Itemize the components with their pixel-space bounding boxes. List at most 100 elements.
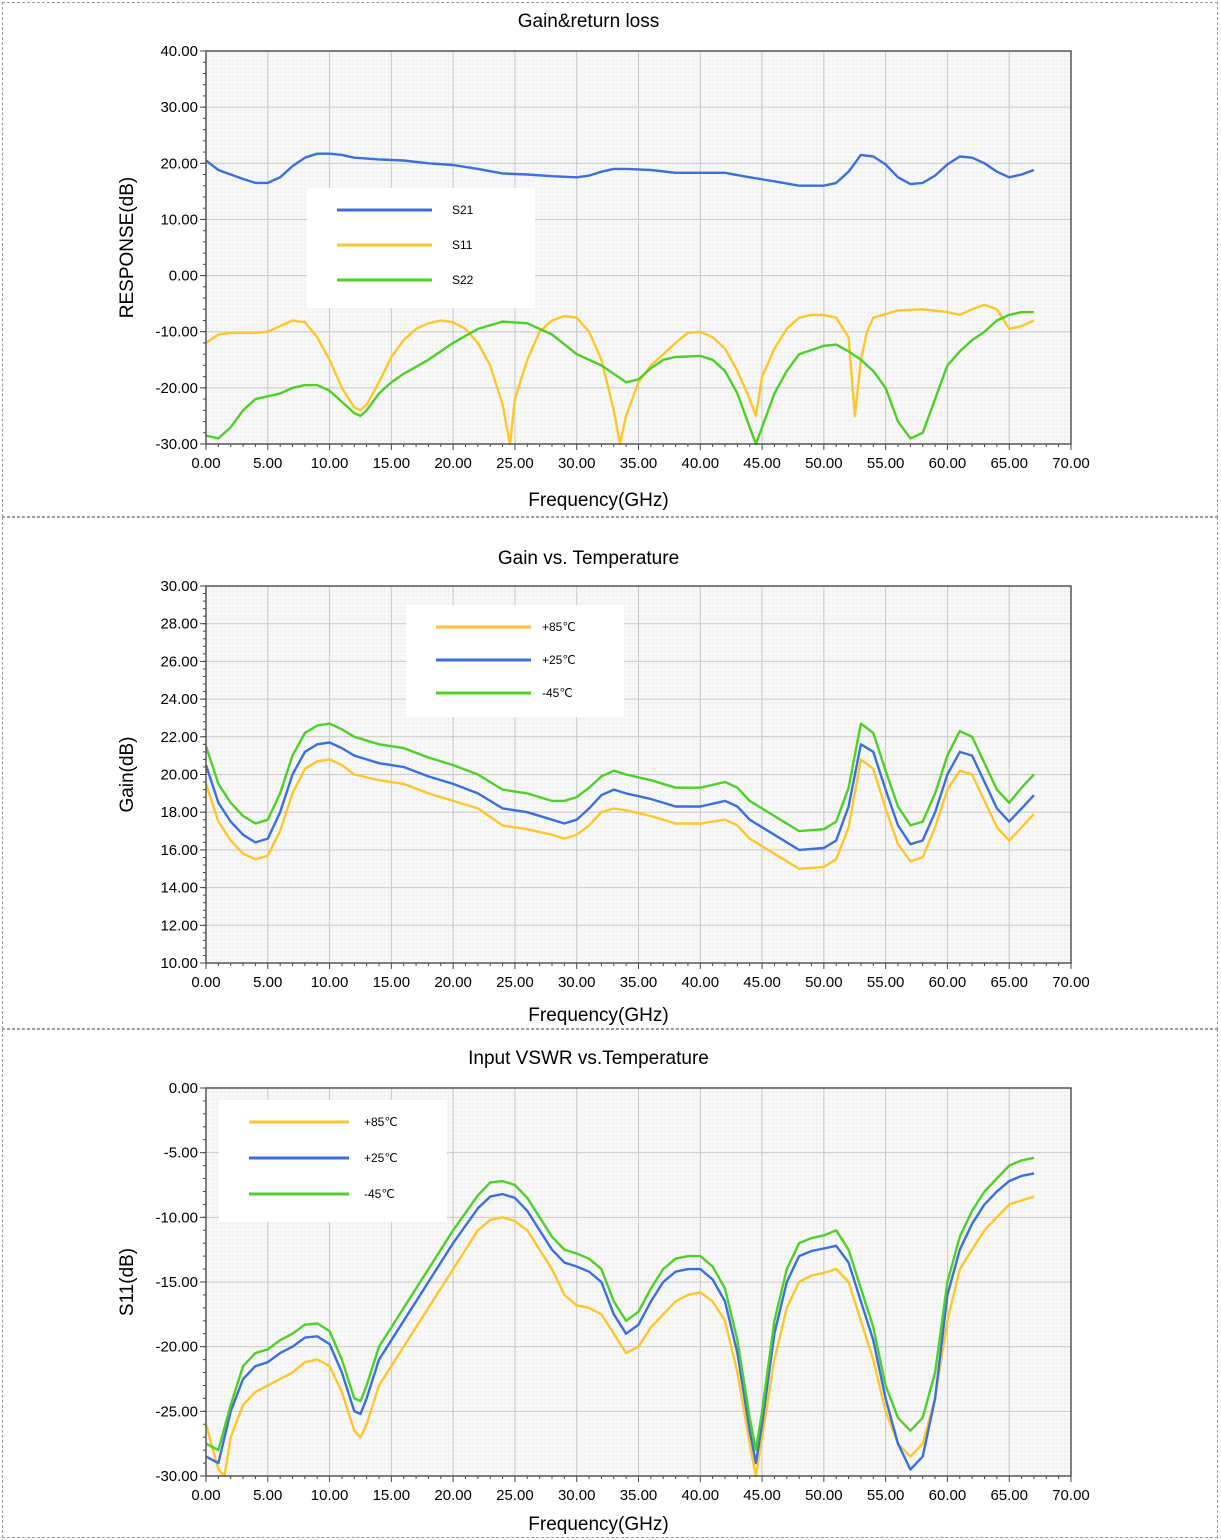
legend: +85℃ +25℃ -45℃ (406, 605, 624, 717)
x-tick-label: 50.00 (805, 455, 843, 472)
series-line-2 (205, 303, 1035, 446)
legend-label: -45℃ (364, 1187, 395, 1201)
x-tick-label: 15.00 (373, 455, 411, 472)
x-tick-label: 10.00 (311, 974, 349, 991)
y-tick-label: 30.00 (160, 99, 198, 116)
x-axis-label: Frequency(GHz) (528, 1514, 668, 1535)
y-tick-label: -10.00 (155, 324, 198, 341)
y-tick-label: 28.00 (160, 616, 198, 633)
y-tick-label: -20.00 (155, 380, 198, 397)
series-line-3 (204, 722, 1035, 833)
x-tick-label: 40.00 (682, 974, 720, 991)
gain-return-loss-chart: 0.00 5.00 10.00 15.00 20.00 25.00 30.00 35.00 40… (117, 11, 1090, 511)
y-tick-label: 10.00 (160, 955, 198, 972)
gain-vs-temperature-panel: 0.00 5.00 10.00 15.00 20.00 25.00 30.00 35.00 40… (2, 517, 1218, 1029)
legend-label: S21 (452, 203, 474, 217)
x-tick-label: 70.00 (1052, 455, 1090, 472)
y-tick-label: 26.00 (160, 653, 198, 670)
y-tick-label: -30.00 (155, 436, 198, 453)
x-tick-label: 5.00 (253, 1487, 282, 1504)
gain-vs-temperature-chart: 0.00 5.00 10.00 15.00 20.00 25.00 30.00 35.00 40… (117, 548, 1090, 1026)
x-tick-label: 45.00 (743, 455, 781, 472)
x-tick-label: 65.00 (990, 974, 1028, 991)
x-tick-label: 50.00 (805, 974, 843, 991)
x-tick-label: 5.00 (253, 455, 282, 472)
y-tick-label: 14.00 (160, 880, 198, 897)
series-line-3 (205, 310, 1034, 446)
legend-label: S11 (452, 238, 473, 252)
plot-border (205, 50, 1072, 445)
y-tick-label: 0.00 (169, 268, 198, 285)
x-tick-label: 60.00 (929, 1487, 967, 1504)
legend-box (307, 188, 535, 308)
y-tick-label: 12.00 (160, 917, 198, 934)
y-tick-label: -20.00 (155, 1339, 198, 1356)
x-tick-label: 20.00 (434, 455, 472, 472)
y-tick-label: 20.00 (160, 155, 198, 172)
y-axis-label: Gain(dB) (117, 736, 138, 812)
x-tick-label: 60.00 (929, 455, 967, 472)
series-line-2 (205, 1172, 1035, 1471)
x-tick-label: 50.00 (805, 1487, 843, 1504)
x-tick-label: 40.00 (682, 455, 720, 472)
y-tick-label: 10.00 (160, 211, 198, 228)
x-tick-label: 45.00 (743, 1487, 781, 1504)
x-tick-label: 35.00 (620, 1487, 658, 1504)
x-tick-label: 15.00 (373, 1487, 411, 1504)
series-line-1 (205, 152, 1035, 187)
x-tick-label: 25.00 (496, 1487, 534, 1504)
x-axis-label: Frequency(GHz) (528, 1005, 668, 1026)
series-line-3 (205, 1156, 1035, 1452)
y-tick-label: 16.00 (160, 842, 198, 859)
x-tick-label: 55.00 (867, 974, 905, 991)
plot-border (205, 585, 1072, 964)
x-tick-label: 60.00 (929, 974, 967, 991)
y-tick-label: 22.00 (160, 729, 198, 746)
x-tick-label: 25.00 (496, 974, 534, 991)
series-line-1 (204, 758, 1035, 870)
y-tick-label: 30.00 (160, 578, 198, 595)
x-axis-label: Frequency(GHz) (528, 490, 668, 511)
legend-label: +25℃ (542, 653, 576, 667)
x-tick-label: 35.00 (620, 974, 658, 991)
series-line-2 (204, 741, 1035, 852)
x-tick-label: 0.00 (191, 455, 220, 472)
x-tick-label: 45.00 (743, 974, 781, 991)
x-tick-label: 30.00 (558, 455, 596, 472)
x-tick-label: 5.00 (253, 974, 282, 991)
y-axis-label: S11(dB) (117, 1248, 138, 1316)
x-tick-label: 65.00 (990, 1487, 1028, 1504)
x-tick-label: 25.00 (496, 455, 534, 472)
legend-box (219, 1100, 447, 1222)
y-tick-label: 0.00 (169, 1080, 198, 1097)
x-tick-label: 0.00 (191, 1487, 220, 1504)
x-tick-label: 55.00 (867, 1487, 905, 1504)
x-tick-label: 40.00 (682, 1487, 720, 1504)
legend-label: +85℃ (542, 620, 576, 634)
chart-title: Input VSWR vs.Temperature (468, 1048, 709, 1069)
x-tick-label: 10.00 (311, 455, 349, 472)
x-tick-label: 10.00 (311, 1487, 349, 1504)
legend: S21 S11 S22 (307, 188, 535, 308)
x-tick-label: 35.00 (620, 455, 658, 472)
chart-title: Gain vs. Temperature (498, 548, 679, 569)
y-tick-label: -30.00 (155, 1468, 198, 1485)
input-vswr-vs-temperature-panel: 0.00 5.00 10.00 15.00 20.00 25.00 30.00 35.00 40… (2, 1029, 1218, 1538)
input-vswr-vs-temperature-chart: 0.00 5.00 10.00 15.00 20.00 25.00 30.00 35.00 40… (117, 1048, 1090, 1535)
y-tick-label: 20.00 (160, 767, 198, 784)
chart-title: Gain&return loss (518, 11, 660, 32)
y-tick-label: -5.00 (164, 1145, 198, 1162)
x-tick-label: 70.00 (1052, 974, 1090, 991)
plot-border (205, 1087, 1072, 1477)
legend-label: +85℃ (364, 1115, 398, 1129)
y-tick-label: 40.00 (160, 43, 198, 60)
x-tick-label: 0.00 (191, 974, 220, 991)
legend-label: -45℃ (542, 686, 573, 700)
legend-label: S22 (452, 273, 474, 287)
x-tick-label: 65.00 (990, 455, 1028, 472)
x-tick-label: 20.00 (434, 1487, 472, 1504)
x-tick-label: 15.00 (373, 974, 411, 991)
y-tick-label: -15.00 (155, 1274, 198, 1291)
legend-label: +25℃ (364, 1151, 398, 1165)
legend: +85℃ +25℃ -45℃ (219, 1100, 447, 1222)
